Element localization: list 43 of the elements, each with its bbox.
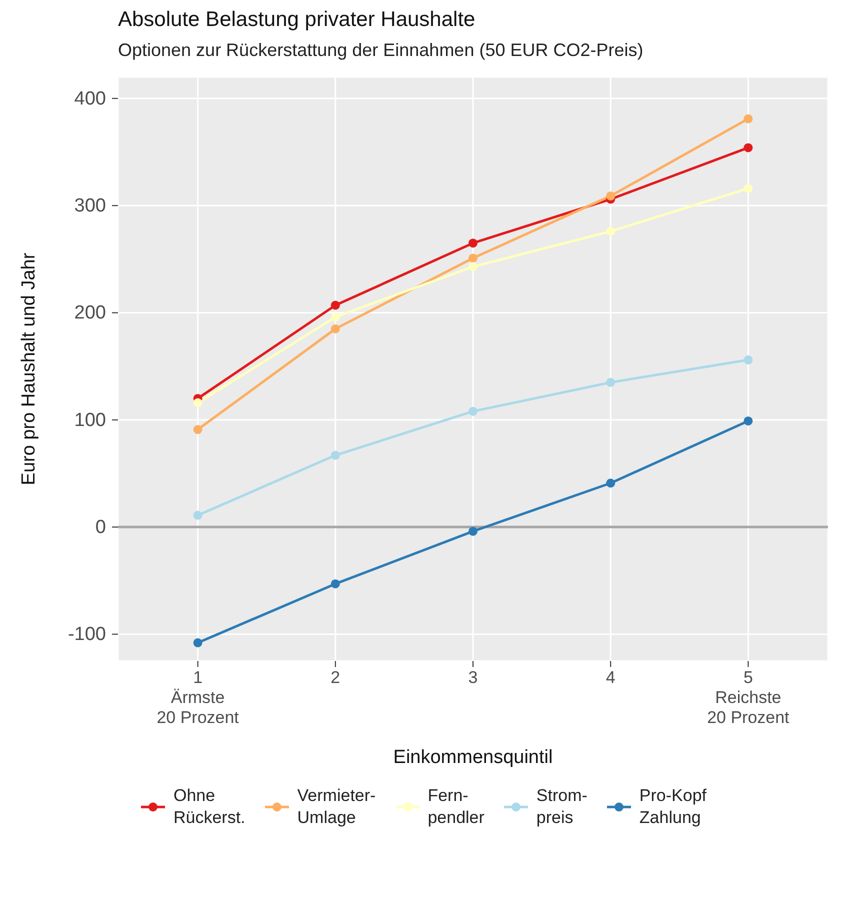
point bbox=[330, 300, 340, 310]
point bbox=[606, 378, 616, 387]
point bbox=[330, 579, 340, 588]
y-tick-label: 0 bbox=[95, 517, 106, 538]
point bbox=[468, 406, 478, 416]
point bbox=[193, 425, 202, 434]
x-tick-label: 5 Reichste 20 Prozent bbox=[707, 668, 790, 727]
y-tick-label: -100 bbox=[68, 624, 106, 646]
x-axis-title: Einkommensquintil bbox=[393, 747, 553, 768]
point bbox=[193, 398, 202, 408]
y-tick-label: 300 bbox=[74, 196, 106, 217]
point bbox=[468, 526, 478, 536]
x-tick-label: 4 bbox=[606, 668, 616, 687]
point bbox=[193, 638, 202, 648]
x-tick-label: 2 bbox=[330, 668, 340, 687]
point bbox=[330, 324, 340, 334]
legend-label: Vermieter- Umlage bbox=[297, 785, 376, 829]
point bbox=[606, 478, 616, 488]
point bbox=[606, 226, 616, 236]
point bbox=[606, 191, 616, 200]
point bbox=[744, 355, 753, 364]
point bbox=[330, 312, 340, 322]
y-axis-title: Euro pro Haushalt und Jahr bbox=[18, 252, 40, 486]
point bbox=[468, 254, 478, 263]
point bbox=[193, 510, 202, 520]
y-tick-label: 400 bbox=[74, 88, 106, 110]
point bbox=[468, 262, 478, 272]
point bbox=[744, 416, 753, 426]
legend-label: Strom- preis bbox=[536, 785, 588, 829]
legend-label: Ohne Rückerst. bbox=[173, 785, 246, 829]
legend-label: Fern- pendler bbox=[428, 785, 484, 829]
point bbox=[744, 114, 753, 124]
point bbox=[744, 143, 753, 152]
x-tick-label: 1 Ärmste 20 Prozent bbox=[156, 668, 240, 727]
point bbox=[468, 238, 478, 248]
chart-subtitle: Optionen zur Rückerstattung der Einnahmen (50 EUR CO2-Preis) bbox=[118, 40, 644, 61]
legend-label: Pro-Kopf Zahlung bbox=[639, 785, 707, 829]
point bbox=[744, 184, 753, 193]
chart-title: Absolute Belastung privater Haushalte bbox=[118, 8, 476, 32]
y-tick-label: 100 bbox=[74, 410, 106, 431]
y-tick-label: 200 bbox=[74, 302, 106, 324]
x-tick-label: 3 bbox=[468, 668, 478, 687]
point bbox=[330, 450, 340, 460]
